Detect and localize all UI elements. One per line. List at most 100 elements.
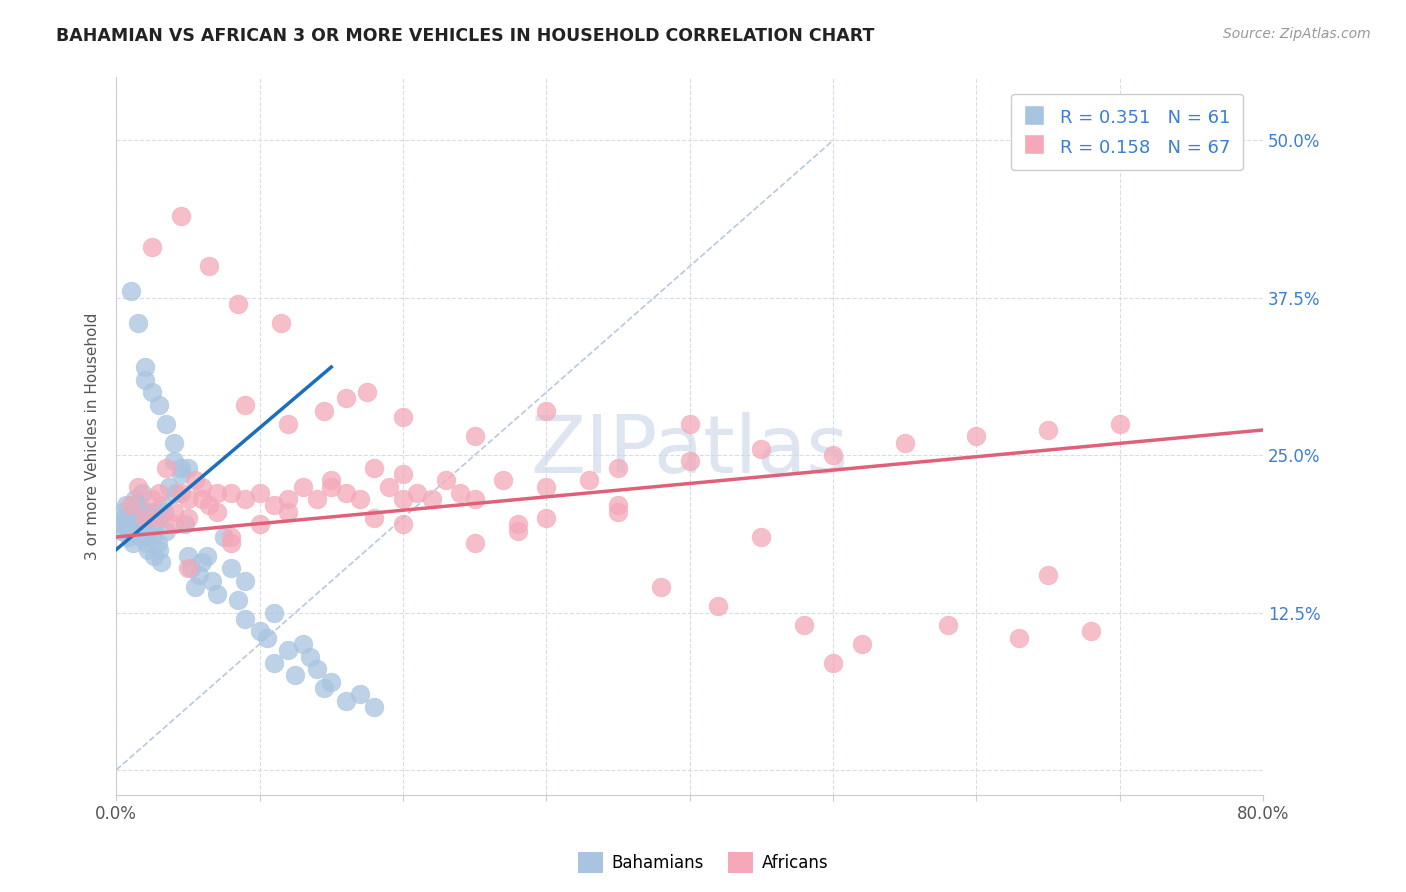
Point bbox=[145, 511, 167, 525]
Point bbox=[335, 693, 357, 707]
Point bbox=[155, 524, 177, 538]
Point bbox=[131, 486, 153, 500]
Point bbox=[125, 511, 148, 525]
Point bbox=[314, 681, 336, 695]
Point bbox=[155, 417, 177, 431]
Point bbox=[155, 460, 177, 475]
Point bbox=[679, 454, 702, 468]
Point bbox=[449, 486, 471, 500]
Point bbox=[148, 511, 170, 525]
Point bbox=[150, 499, 173, 513]
Point bbox=[162, 454, 184, 468]
Point bbox=[191, 492, 214, 507]
Point bbox=[201, 574, 224, 588]
Y-axis label: 3 or more Vehicles in Household: 3 or more Vehicles in Household bbox=[86, 312, 100, 560]
Point bbox=[233, 398, 256, 412]
Point bbox=[148, 542, 170, 557]
Point bbox=[134, 359, 156, 374]
Point bbox=[184, 473, 207, 487]
Point bbox=[363, 511, 385, 525]
Point bbox=[233, 612, 256, 626]
Point bbox=[321, 480, 343, 494]
Point bbox=[679, 417, 702, 431]
Point bbox=[894, 435, 917, 450]
Point bbox=[464, 492, 486, 507]
Legend: R = 0.351   N = 61, R = 0.158   N = 67: R = 0.351 N = 61, R = 0.158 N = 67 bbox=[1011, 94, 1243, 170]
Point bbox=[143, 517, 166, 532]
Point bbox=[1108, 417, 1130, 431]
Point bbox=[823, 656, 845, 670]
Point bbox=[162, 505, 184, 519]
Text: BAHAMIAN VS AFRICAN 3 OR MORE VEHICLES IN HOUSEHOLD CORRELATION CHART: BAHAMIAN VS AFRICAN 3 OR MORE VEHICLES I… bbox=[56, 27, 875, 45]
Point bbox=[707, 599, 730, 614]
Point bbox=[607, 505, 630, 519]
Point bbox=[205, 505, 228, 519]
Point bbox=[233, 574, 256, 588]
Point bbox=[115, 499, 138, 513]
Point bbox=[177, 492, 200, 507]
Point bbox=[305, 492, 328, 507]
Point bbox=[219, 530, 242, 544]
Point bbox=[392, 467, 415, 481]
Point bbox=[141, 385, 163, 400]
Point bbox=[277, 492, 299, 507]
Point bbox=[277, 643, 299, 657]
Point bbox=[349, 492, 371, 507]
Point bbox=[162, 517, 184, 532]
Point bbox=[141, 240, 163, 254]
Point bbox=[134, 373, 156, 387]
Point bbox=[152, 505, 174, 519]
Point bbox=[170, 467, 193, 481]
Point bbox=[793, 618, 815, 632]
Point bbox=[298, 649, 321, 664]
Point bbox=[1036, 423, 1059, 437]
Point bbox=[142, 549, 165, 563]
Point bbox=[226, 593, 249, 607]
Point bbox=[464, 429, 486, 443]
Point bbox=[198, 260, 221, 274]
Point bbox=[363, 700, 385, 714]
Point bbox=[166, 486, 188, 500]
Point bbox=[406, 486, 429, 500]
Point bbox=[249, 517, 271, 532]
Point bbox=[226, 297, 249, 311]
Point bbox=[120, 511, 142, 525]
Point bbox=[356, 385, 378, 400]
Point bbox=[335, 392, 357, 406]
Point bbox=[191, 555, 214, 569]
Point bbox=[135, 536, 157, 550]
Point bbox=[128, 499, 150, 513]
Point bbox=[392, 517, 415, 532]
Point bbox=[170, 486, 193, 500]
Point bbox=[434, 473, 457, 487]
Point bbox=[148, 398, 170, 412]
Point bbox=[114, 511, 136, 525]
Point bbox=[536, 404, 558, 418]
Point bbox=[124, 492, 146, 507]
Point bbox=[117, 517, 139, 532]
Point bbox=[363, 460, 385, 475]
Point bbox=[263, 606, 285, 620]
Point bbox=[751, 530, 773, 544]
Point bbox=[170, 209, 193, 223]
Point bbox=[219, 561, 242, 575]
Point bbox=[377, 480, 399, 494]
Point bbox=[127, 480, 149, 494]
Point bbox=[120, 285, 142, 299]
Point bbox=[170, 460, 193, 475]
Point bbox=[129, 530, 152, 544]
Point bbox=[141, 492, 163, 507]
Point bbox=[177, 549, 200, 563]
Point bbox=[578, 473, 600, 487]
Point bbox=[148, 486, 170, 500]
Point bbox=[464, 536, 486, 550]
Point bbox=[536, 511, 558, 525]
Text: Source: ZipAtlas.com: Source: ZipAtlas.com bbox=[1223, 27, 1371, 41]
Point bbox=[219, 536, 242, 550]
Point bbox=[751, 442, 773, 456]
Point bbox=[1036, 567, 1059, 582]
Point bbox=[823, 448, 845, 462]
Point bbox=[321, 473, 343, 487]
Legend: Bahamians, Africans: Bahamians, Africans bbox=[571, 846, 835, 880]
Point bbox=[219, 486, 242, 500]
